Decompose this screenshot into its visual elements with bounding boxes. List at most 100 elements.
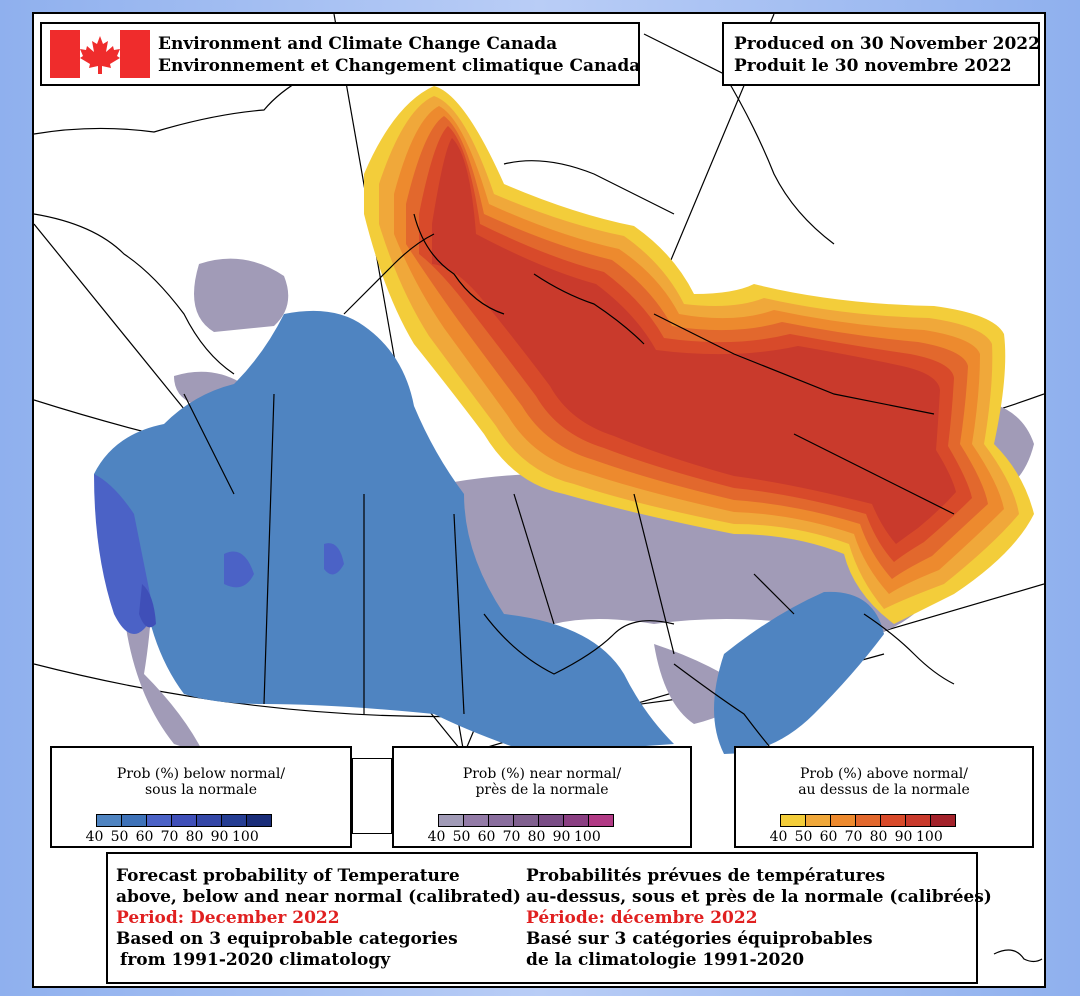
above-region-90 [432,138,956,544]
legend-below-swatch [246,814,272,827]
canada-flag-icon [50,30,150,78]
coastline [793,433,955,515]
legend-below-swatch [96,814,122,827]
below-region-prairie [224,551,254,588]
legend-below-swatch [196,814,222,827]
above-normal-regions [364,86,1034,624]
coastline [863,613,955,685]
legend-above-title-fr: au dessus de la normale [798,782,970,798]
coastline [993,949,1043,963]
forecast-map [34,14,1044,963]
legend-above-tick: 60 [819,829,838,845]
legend-near-tick: 80 [527,829,546,845]
legend-above-ticks: 40 50 60 70 80 90 100 [766,829,943,845]
coastline [533,273,645,345]
coastline [413,213,505,315]
legend-above-swatch [780,814,806,827]
info-fr-period: Période: décembre 2022 [526,908,758,928]
legend-below-tick: 100 [232,829,259,845]
coastline [643,33,835,245]
legend-below-swatch [171,814,197,827]
produced-date-en: Produced on 30 November 2022 [734,34,1040,54]
near-region-central [454,473,914,637]
legend-near-tick: 100 [574,829,601,845]
legend-near-tick: 70 [502,829,521,845]
legend-above-title-en: Prob (%) above normal/ [800,766,968,782]
legend-above-swatch [905,814,931,827]
coastline [503,160,675,215]
legend-below-tick: 50 [110,829,129,845]
legend-above-swatch [855,814,881,827]
legend-near-swatch [438,814,464,827]
produced-date-box: Produced on 30 November 2022 Produit le … [722,22,1040,86]
info-fr-line-2: au-dessus, sous et près de la normale (c… [526,887,992,907]
legend-above-swatches [780,814,956,827]
info-en-line-2: above, below and near normal (calibrated… [116,887,521,907]
legend-near-tick: 40 [427,829,446,845]
legend-near-swatch [513,814,539,827]
legend-above-tick: 90 [894,829,913,845]
info-en-line-4: from 1991-2020 climatology [120,950,391,970]
legend-near-title-fr: près de la normale [475,782,609,798]
legend-near-swatch [463,814,489,827]
legend-above-tick: 80 [869,829,888,845]
legend-above-tick: 100 [916,829,943,845]
legend-below-swatch [146,814,172,827]
coastline [343,233,435,315]
map-inset-box [352,758,392,834]
near-region-yukon [194,258,289,332]
legend-above-swatch [880,814,906,827]
agency-name-en: Environment and Climate Change Canada [158,34,558,54]
legend-below-title-en: Prob (%) below normal/ [116,766,286,782]
legend-above-tick: 50 [794,829,813,845]
legend-near-tick: 90 [552,829,571,845]
below-normal-regions [94,310,884,754]
below-region-bc-60 [94,474,154,634]
agency-name-fr: Environnement et Changement climatique C… [158,56,641,76]
legend-below-tick: 40 [85,829,104,845]
legend-near-title-en: Prob (%) near normal/ [462,766,622,782]
legend-below-tick: 80 [185,829,204,845]
info-en-line-3: Based on 3 equiprobable categories [116,929,458,949]
legend-below-tick: 70 [160,829,179,845]
province-border [633,493,675,655]
legend-below-swatches [96,814,272,827]
province-border [753,573,795,615]
legend-near-swatch [588,814,614,827]
legend-below-ticks: 40 50 60 70 80 90 100 [82,829,259,845]
below-region-west [94,310,674,754]
coastline [483,613,675,675]
legend-near-swatch [563,814,589,827]
legend-below-swatch [221,814,247,827]
legend-below-swatch [121,814,147,827]
province-border [263,393,275,705]
below-region-east [714,591,884,754]
legend-below-tick: 90 [210,829,229,845]
legend-above-tick: 70 [844,829,863,845]
forecast-info-box: Forecast probability of Temperature abov… [106,852,992,984]
legend-near-swatches [438,814,614,827]
legend-near-normal: Prob (%) near normal/ près de la normale… [392,746,692,848]
legend-below-title-fr: sous la normale [144,782,258,798]
legend-below-tick: 60 [135,829,154,845]
info-fr-line-1: Probabilités prévues de températures [526,866,886,886]
produced-date-fr: Produit le 30 novembre 2022 [734,56,1012,76]
info-fr-line-4: de la climatologie 1991-2020 [526,950,805,970]
legend-above-swatch [930,814,956,827]
info-en-line-1: Forecast probability of Temperature [116,866,460,886]
map-frame: Environment and Climate Change Canada En… [32,12,1046,988]
coastline [34,213,235,375]
province-border [183,393,235,495]
legend-above-tick: 40 [769,829,788,845]
legend-near-tick: 50 [452,829,471,845]
legend-above-normal: Prob (%) above normal/ au dessus de la n… [734,746,1034,848]
info-en-period: Period: December 2022 [116,908,340,928]
info-fr-line-3: Basé sur 3 catégories équiprobables [526,929,873,949]
legend-near-swatch [538,814,564,827]
legend-below-normal: Prob (%) below normal/ sous la normale 4… [50,746,352,848]
legend-near-swatch [488,814,514,827]
legend-above-swatch [805,814,831,827]
agency-header: Environment and Climate Change Canada En… [40,22,640,86]
legend-near-tick: 60 [477,829,496,845]
province-border [513,493,555,625]
